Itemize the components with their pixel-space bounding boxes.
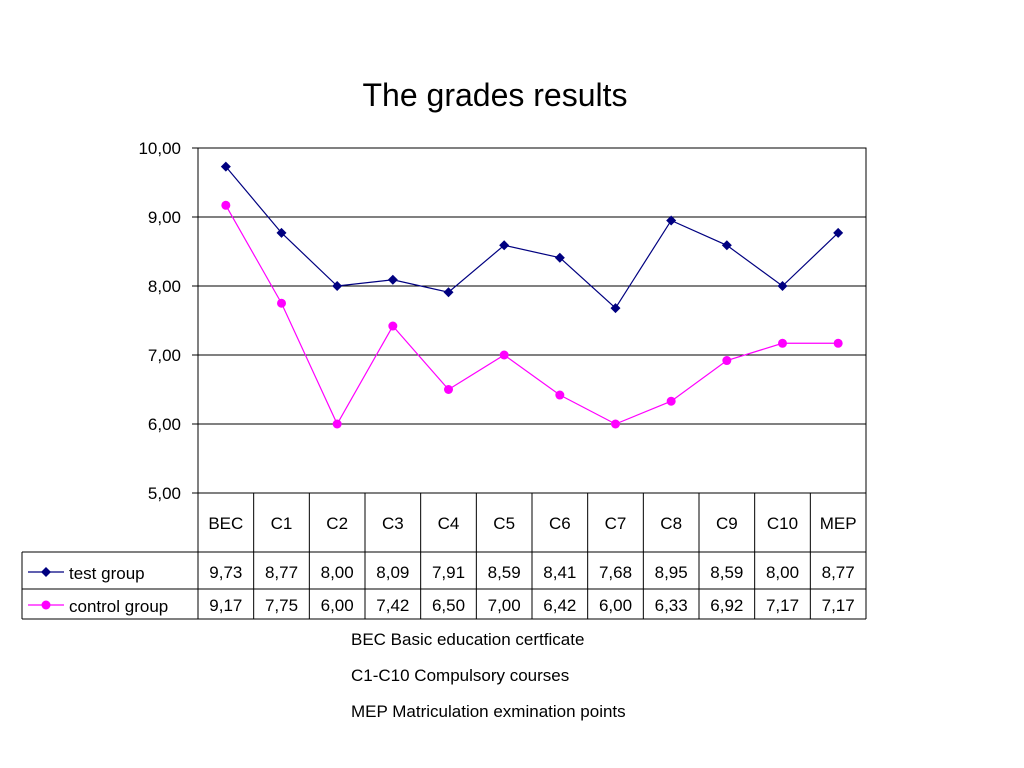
data-point-0 <box>666 215 677 226</box>
data-point-0 <box>833 227 844 238</box>
plot-area <box>197 147 867 494</box>
x-category-label: C9 <box>716 514 738 533</box>
series-line-0 <box>225 166 839 310</box>
data-label-1: 7,17 <box>766 596 799 615</box>
data-point-0 <box>610 303 621 314</box>
data-point-0 <box>220 161 231 172</box>
data-point-1 <box>388 321 398 331</box>
data-label-1: 7,42 <box>376 596 409 615</box>
x-category-label: C3 <box>382 514 404 533</box>
data-label-0: 8,00 <box>766 563 799 582</box>
x-category-label: C4 <box>438 514 460 533</box>
y-tick-label: 10,00 <box>138 139 181 158</box>
data-label-0: 8,77 <box>265 563 298 582</box>
data-label-1: 6,50 <box>432 596 465 615</box>
data-label-1: 6,00 <box>321 596 354 615</box>
x-category-label: C1 <box>271 514 293 533</box>
data-point-0 <box>332 281 343 291</box>
data-label-0: 8,59 <box>710 563 743 582</box>
x-category-label: C7 <box>605 514 627 533</box>
data-label-0: 7,68 <box>599 563 632 582</box>
data-label-0: 9,73 <box>209 563 242 582</box>
data-point-0 <box>554 252 565 263</box>
y-tick-label: 8,00 <box>148 277 181 296</box>
note-compulsory: C1-C10 Compulsory courses <box>351 666 570 685</box>
data-label-0: 8,59 <box>488 563 521 582</box>
y-tick-label: 7,00 <box>148 346 181 365</box>
y-tick-label: 6,00 <box>148 415 181 434</box>
x-category-label: C6 <box>549 514 571 533</box>
data-point-0 <box>443 287 454 298</box>
data-point-1 <box>666 396 676 406</box>
data-point-1 <box>277 298 286 308</box>
x-category-label: C8 <box>660 514 682 533</box>
legend-label-1: control group <box>69 597 168 616</box>
data-point-0 <box>276 227 287 238</box>
data-label-1: 6,33 <box>655 596 688 615</box>
legend-label-0: test group <box>69 564 145 583</box>
note-mep: MEP Matriculation exmination points <box>351 702 626 721</box>
data-label-0: 8,00 <box>321 563 354 582</box>
chart-title: The grades results <box>362 77 627 113</box>
data-point-1 <box>555 390 565 400</box>
data-point-1 <box>444 385 453 394</box>
data-label-0: 7,91 <box>432 563 465 582</box>
data-label-0: 8,77 <box>822 563 855 582</box>
y-tick-label: 5,00 <box>148 484 181 503</box>
data-label-1: 7,00 <box>488 596 521 615</box>
data-label-1: 6,00 <box>599 596 632 615</box>
data-label-1: 6,92 <box>710 596 743 615</box>
data-point-0 <box>499 240 510 251</box>
note-bec: BEC Basic education certficate <box>351 630 585 649</box>
data-point-1 <box>778 338 787 348</box>
data-point-0 <box>721 240 732 251</box>
legend-marker-0 <box>41 567 51 577</box>
data-label-1: 6,42 <box>543 596 576 615</box>
data-point-0 <box>777 281 788 291</box>
x-category-label: C2 <box>326 514 348 533</box>
data-point-1 <box>332 419 342 429</box>
x-category-label: MEP <box>820 514 857 533</box>
data-point-1 <box>499 350 509 360</box>
data-point-1 <box>221 200 231 210</box>
data-point-1 <box>611 419 620 429</box>
data-point-0 <box>387 274 398 285</box>
data-label-0: 8,95 <box>655 563 688 582</box>
data-label-1: 7,75 <box>265 596 298 615</box>
x-category-label: C5 <box>493 514 515 533</box>
y-tick-label: 9,00 <box>148 208 181 227</box>
data-point-1 <box>833 338 843 348</box>
legend-marker-1 <box>41 600 51 610</box>
data-point-1 <box>722 356 732 366</box>
x-category-label: C10 <box>767 514 798 533</box>
data-label-1: 7,17 <box>822 596 855 615</box>
data-label-1: 9,17 <box>209 596 242 615</box>
series-line-1 <box>225 204 839 426</box>
data-label-0: 8,41 <box>543 563 576 582</box>
x-category-label: BEC <box>208 514 243 533</box>
data-label-0: 8,09 <box>376 563 409 582</box>
